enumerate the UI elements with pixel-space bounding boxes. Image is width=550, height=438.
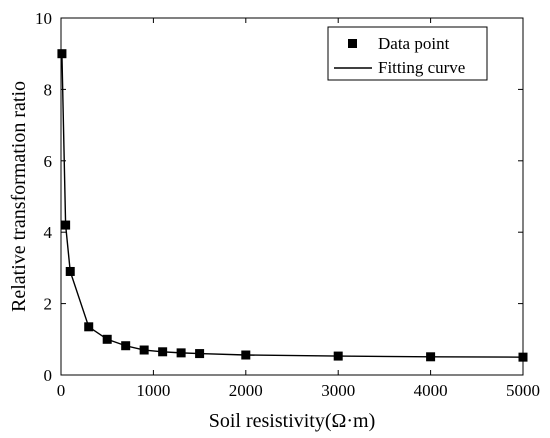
y-tick-label: 8: [44, 80, 53, 99]
data-point-marker: [102, 334, 112, 344]
y-axis-title: Relative transformation ratio: [8, 81, 30, 312]
x-tick-label: 1000: [136, 381, 170, 400]
y-tick-label: 10: [35, 9, 52, 28]
data-point-marker: [84, 322, 94, 332]
x-axis-title: Soil resistivity(Ω·m): [209, 410, 376, 432]
y-tick-label: 6: [44, 152, 53, 171]
legend-label-data-point: Data point: [378, 34, 450, 53]
data-point-marker: [65, 266, 75, 276]
data-point-marker: [139, 345, 149, 355]
legend-box: [327, 26, 488, 81]
plot-frame: [60, 17, 524, 376]
data-point-marker: [333, 351, 343, 361]
fitting-curve-line: [61, 53, 524, 358]
data-point-marker: [241, 350, 251, 360]
data-point-marker: [426, 352, 436, 362]
y-tick-label: 2: [44, 295, 53, 314]
x-tick-label: 5000: [506, 381, 540, 400]
data-point-marker: [57, 49, 67, 59]
data-point-marker: [176, 348, 186, 358]
data-point-marker: [121, 341, 131, 351]
y-tick-label: 0: [44, 366, 53, 385]
x-tick-label: 0: [57, 381, 66, 400]
data-point-marker: [518, 352, 528, 362]
y-tick-label: 4: [44, 223, 53, 242]
x-tick-label: 4000: [414, 381, 448, 400]
x-tick-label: 2000: [229, 381, 263, 400]
x-tick-label: 3000: [321, 381, 355, 400]
legend-marker-square: [348, 39, 357, 48]
data-point-marker: [61, 220, 71, 230]
legend-label-fitting-curve: Fitting curve: [378, 58, 465, 77]
data-point-marker: [195, 349, 205, 359]
data-point-marker: [158, 347, 168, 357]
